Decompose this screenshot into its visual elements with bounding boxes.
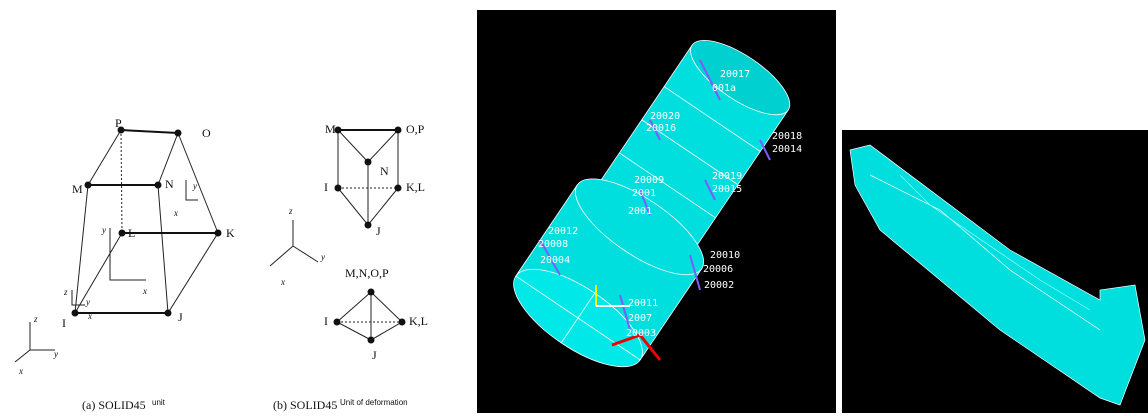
- caption-note: unit: [152, 398, 166, 407]
- node-label: P: [115, 116, 122, 130]
- edge: [74, 232, 123, 314]
- caption: (b) SOLID45: [273, 398, 337, 412]
- axis-label: y: [85, 297, 90, 307]
- edge: [869, 174, 1101, 331]
- node-label: 2007: [628, 313, 652, 324]
- edge: [177, 132, 219, 234]
- solid45-unit-diagram: P O M N L K I J y x y x z y x z y x (a) …: [14, 116, 235, 412]
- axis-arrows: [14, 180, 198, 363]
- node-label: K,L: [409, 314, 428, 328]
- node-label: M: [325, 122, 336, 136]
- node-label: J: [372, 348, 377, 362]
- edge: [899, 174, 1091, 311]
- node-label: J: [178, 310, 183, 324]
- node-label: 2001: [628, 206, 652, 217]
- node-dots: [333, 126, 406, 344]
- part: [849, 144, 1146, 406]
- node-label: L: [128, 226, 135, 240]
- node-label: 20020: [650, 111, 680, 122]
- node-label: M,N,O,P: [345, 266, 389, 280]
- node-label: 20015: [712, 184, 742, 195]
- edge: [336, 129, 400, 163]
- node-label: M: [72, 182, 83, 196]
- axis-label: z: [33, 314, 38, 324]
- node-label: 20016: [646, 123, 676, 134]
- node-label: 20010: [710, 250, 740, 261]
- axis-label: x: [18, 366, 23, 376]
- node-label: 20004: [540, 255, 570, 266]
- node-label: 20003: [626, 328, 656, 339]
- node-label: I: [324, 180, 328, 194]
- part-model-view: [842, 130, 1148, 413]
- axis-arrows: [269, 220, 319, 267]
- node-label: 20012: [548, 226, 578, 237]
- axis-label: y: [192, 181, 197, 191]
- edge: [336, 291, 403, 341]
- axis-label: y: [320, 252, 325, 262]
- edge: [157, 184, 169, 314]
- solid45-deformation-diagram: M O,P N I K,L J M,N,O,P I K,L J z y x (b…: [269, 122, 428, 412]
- axis-label: z: [63, 287, 68, 297]
- edge: [74, 184, 89, 314]
- node-label: 20011: [628, 298, 658, 309]
- node-label: K,L: [406, 180, 425, 194]
- axis-triad: [611, 333, 641, 347]
- constraint-marks: [539, 59, 771, 331]
- node-label: 20006: [703, 264, 733, 275]
- node-label: O: [202, 126, 211, 140]
- axis-label: x: [173, 208, 178, 218]
- node-dots: [71, 126, 222, 317]
- node-label: O,P: [406, 122, 425, 136]
- axis-label: x: [280, 277, 285, 287]
- node-label: 20002: [704, 280, 734, 291]
- node-label: 20008: [538, 239, 568, 250]
- caption: (a) SOLID45: [82, 398, 146, 412]
- axis-label: x: [142, 286, 147, 296]
- axis-label: y: [101, 225, 106, 235]
- node-label: 20009: [634, 175, 664, 186]
- edge: [120, 129, 123, 234]
- node-label: 20018: [772, 131, 802, 142]
- axis-triad: [638, 334, 662, 361]
- node-label: N: [380, 164, 389, 178]
- node-label: K: [226, 226, 235, 240]
- node-label: 20017: [720, 69, 750, 80]
- edge: [167, 232, 219, 314]
- node-label: J: [376, 224, 381, 238]
- axis-label: x: [87, 311, 92, 321]
- node-label: 2001: [632, 188, 656, 199]
- axis-label: z: [288, 206, 293, 216]
- node-label: I: [62, 316, 66, 330]
- node-label: 001a: [712, 83, 736, 94]
- edge: [120, 129, 179, 134]
- node-label: 20014: [772, 144, 802, 155]
- node-label: 20019: [712, 171, 742, 182]
- axis-label: y: [53, 349, 58, 359]
- node-label: N: [165, 177, 174, 191]
- shaft: [513, 39, 791, 368]
- caption-note: Unit of deformation: [340, 398, 408, 407]
- node-label: I: [324, 314, 328, 328]
